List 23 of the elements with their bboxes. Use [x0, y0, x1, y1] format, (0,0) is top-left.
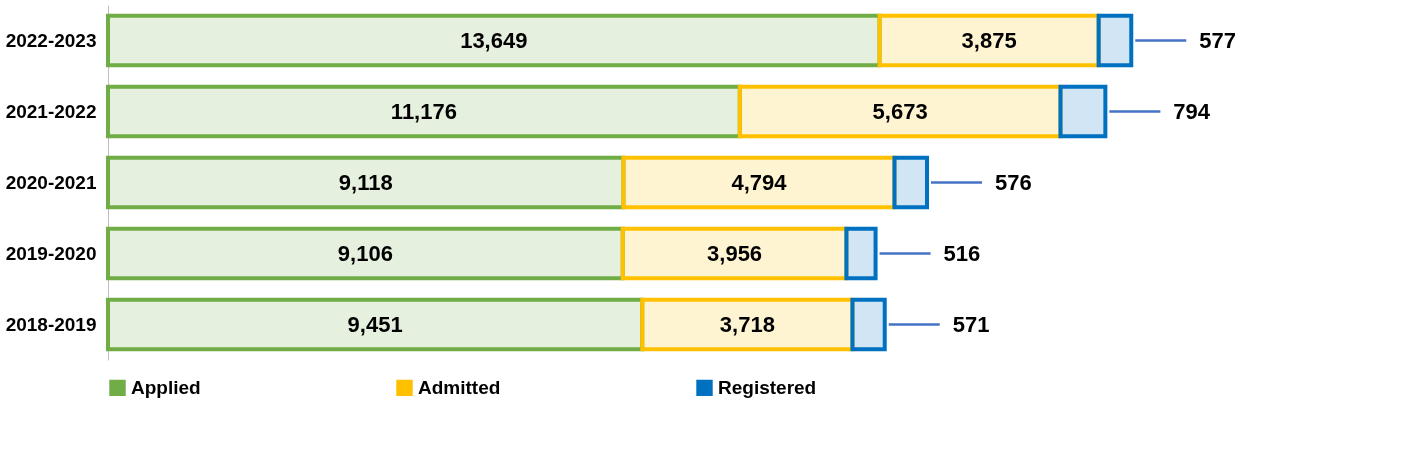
- data-label: 576: [995, 169, 1032, 195]
- data-label: 9,451: [347, 311, 403, 337]
- y-tick-label: 2022-2023: [5, 29, 97, 51]
- legend-label: Applied: [131, 376, 201, 398]
- data-label: 577: [1199, 27, 1236, 53]
- data-label: 13,649: [460, 27, 528, 53]
- data-label: 3,956: [707, 240, 763, 266]
- data-label: 3,875: [961, 27, 1017, 53]
- data-label: 5,673: [872, 98, 928, 124]
- data-label: 516: [943, 240, 981, 266]
- legend-label: Registered: [718, 376, 817, 398]
- y-tick-label: 2020-2021: [5, 171, 97, 193]
- data-label: 9,106: [337, 240, 393, 266]
- data-label: 9,118: [338, 169, 393, 195]
- y-tick-label: 2021-2022: [5, 100, 97, 122]
- data-label: 571: [952, 311, 990, 337]
- y-tick-label: 2019-2020: [5, 242, 97, 264]
- data-label: 11,176: [390, 98, 457, 124]
- data-label: 3,718: [719, 311, 775, 337]
- data-label: 794: [1173, 98, 1211, 124]
- data-label: 4,794: [731, 169, 788, 195]
- legend-label: Admitted: [418, 376, 501, 398]
- y-tick-label: 2018-2019: [5, 313, 97, 335]
